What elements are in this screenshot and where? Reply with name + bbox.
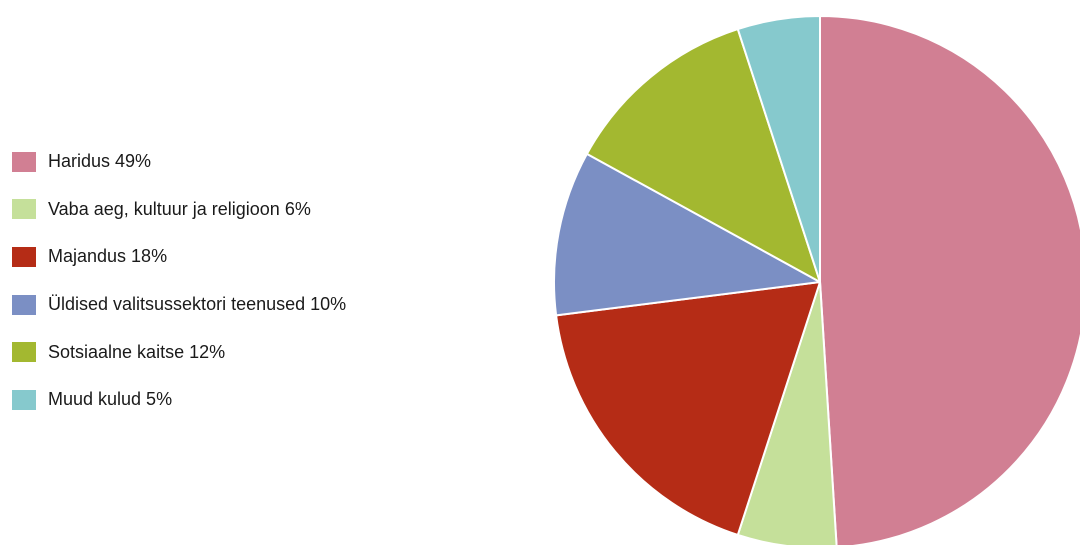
legend-swatch [12,389,36,410]
legend-swatch [12,151,36,172]
pie-slice-4 [585,28,821,283]
pie-slice-2 [555,281,821,536]
legend-swatch [12,199,36,220]
chart-legend: Haridus 49% Vaba aeg, kultuur ja religio… [12,138,346,424]
legend-item-majandus: Majandus 18% [12,233,346,281]
legend-item-haridus: Haridus 49% [12,138,346,186]
legend-label: Üldised valitsussektori teenused 10% [48,294,347,315]
legend-item-muud: Muud kulud 5% [12,376,346,424]
legend-label: Vaba aeg, kultuur ja religioon 6% [48,198,311,219]
legend-label: Sotsiaalne kaitse 12% [48,341,226,362]
legend-item-vaba-aeg: Vaba aeg, kultuur ja religioon 6% [12,186,346,234]
legend-swatch [12,246,36,267]
pie-slice-0 [819,15,1080,545]
legend-label: Muud kulud 5% [48,389,173,410]
legend-item-sotsiaalne: Sotsiaalne kaitse 12% [12,328,346,376]
legend-item-uldised: Üldised valitsussektori teenused 10% [12,281,346,329]
legend-swatch [12,342,36,363]
pie-slice-3 [553,152,821,317]
pie-slice-5 [736,15,821,283]
legend-label: Haridus 49% [48,151,152,172]
legend-swatch [12,294,36,315]
legend-label: Majandus 18% [48,246,168,267]
